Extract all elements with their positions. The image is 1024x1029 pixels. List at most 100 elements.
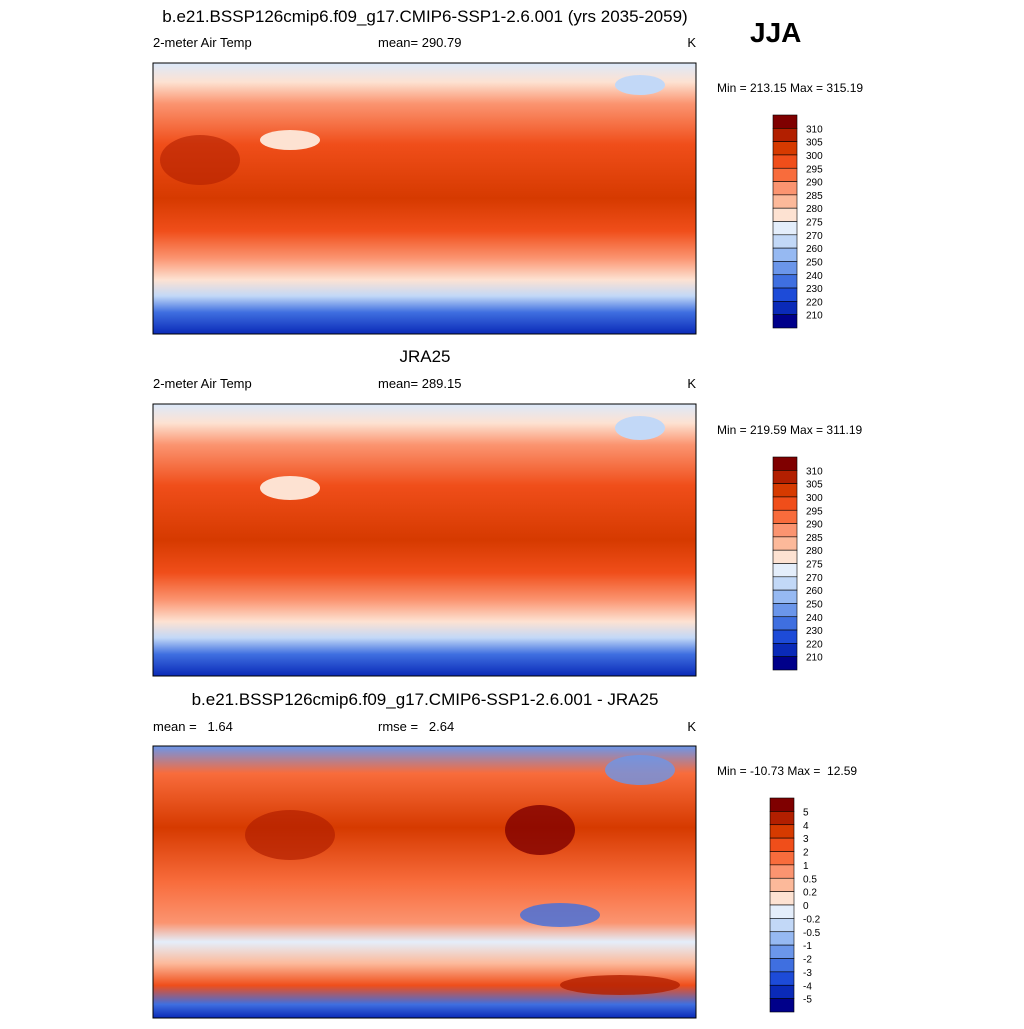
colorbar-box [769, 797, 795, 812]
min-max: Min = -10.73 Max = 12.59 [717, 764, 857, 778]
colorbar-box [772, 456, 798, 471]
colorbar-label: 0 [803, 901, 809, 912]
colorbar-box [772, 154, 798, 169]
colorbar-box [772, 576, 798, 591]
colorbar-box [772, 114, 798, 129]
colorbar-label: 260 [806, 586, 823, 597]
panel-title: b.e21.BSSP126cmip6.f09_g17.CMIP6-SSP1-2.… [162, 7, 687, 26]
colorbar-box [772, 261, 798, 276]
colorbar-box [769, 904, 795, 919]
colorbar-box [772, 603, 798, 618]
colorbar-label: 240 [806, 271, 823, 282]
colorbar-label: 220 [806, 297, 823, 308]
center-string: mean= 290.79 [378, 35, 461, 50]
colorbar-box [772, 181, 798, 196]
panel-title: b.e21.BSSP126cmip6.f09_g17.CMIP6-SSP1-2.… [192, 690, 659, 709]
left-string: 2-meter Air Temp [153, 35, 252, 50]
colorbar-box [772, 470, 798, 484]
colorbar-label: 275 [806, 218, 823, 229]
colorbar-label: 0.5 [803, 874, 817, 885]
colorbar-box [772, 274, 798, 289]
colorbar-box [772, 167, 798, 182]
colorbar-box [769, 931, 795, 946]
colorbar-box [769, 824, 795, 839]
colorbar-label: 4 [803, 821, 809, 832]
colorbar-label: 305 [806, 480, 823, 491]
colorbar-box [772, 207, 798, 222]
units: K [687, 376, 696, 391]
colorbar-box [769, 971, 795, 986]
colorbar-label: 240 [806, 613, 823, 624]
colorbar-label: 260 [806, 244, 823, 255]
colorbar-box [769, 851, 795, 866]
colorbar-box [772, 629, 798, 644]
map-3 [152, 745, 697, 1019]
colorbar-box [769, 998, 795, 1013]
colorbar-label: 270 [806, 573, 823, 584]
map-1 [152, 62, 697, 335]
colorbar-box [772, 616, 798, 631]
min-max: Min = 213.15 Max = 315.19 [717, 81, 863, 95]
colorbar-box [772, 128, 798, 142]
colorbar-box [772, 287, 798, 302]
colorbar-label: 230 [806, 626, 823, 637]
colorbar-box [772, 523, 798, 538]
colorbar-label: 210 [806, 653, 823, 664]
colorbar-label: -1 [803, 941, 812, 952]
min-max: Min = 219.59 Max = 311.19 [717, 423, 863, 437]
colorbar-label: 250 [806, 599, 823, 610]
map-2 [152, 403, 697, 677]
colorbar-box [769, 918, 795, 933]
colorbar-box [772, 221, 798, 236]
season-label: JJA [750, 17, 801, 48]
colorbar-box [769, 864, 795, 879]
units: K [687, 35, 696, 50]
colorbar-label: 305 [806, 138, 823, 149]
colorbar-label: -2 [803, 955, 812, 966]
colorbar-box [772, 643, 798, 657]
colorbar-label: 1 [803, 861, 809, 872]
colorbar-label: 295 [806, 164, 823, 175]
colorbar-label: -5 [803, 995, 812, 1006]
colorbar-box [769, 944, 795, 959]
colorbar-label: 285 [806, 191, 823, 202]
colorbar-label: 230 [806, 284, 823, 295]
colorbar-box [769, 958, 795, 973]
colorbar-box [772, 234, 798, 249]
colorbar-label: 220 [806, 639, 823, 650]
panel-title: JRA25 [399, 347, 450, 366]
colorbar-label: 280 [806, 204, 823, 215]
colorbar-box [772, 509, 798, 524]
colorbar-box [769, 891, 795, 906]
colorbar-label: 0.2 [803, 888, 817, 899]
colorbar-label: 250 [806, 257, 823, 268]
colorbar-label: 270 [806, 231, 823, 242]
colorbar-label: 290 [806, 178, 823, 189]
colorbar-label: 285 [806, 533, 823, 544]
colorbar-label: 300 [806, 493, 823, 504]
left-string: mean = 1.64 [153, 719, 233, 734]
colorbar-box [772, 301, 798, 315]
colorbar-label: -4 [803, 981, 812, 992]
colorbar-label: 2 [803, 848, 809, 859]
colorbar-label: 210 [806, 311, 823, 322]
colorbar-box [772, 314, 798, 329]
left-string: 2-meter Air Temp [153, 376, 252, 391]
colorbar-box [769, 984, 795, 999]
colorbar-box [772, 536, 798, 551]
colorbar-box [772, 563, 798, 578]
colorbar-box [772, 141, 798, 156]
colorbar-label: 3 [803, 834, 809, 845]
colorbar-box [772, 194, 798, 209]
colorbar-label: 310 [806, 124, 823, 135]
colorbar-label: -3 [803, 968, 812, 979]
colorbar-label: 300 [806, 151, 823, 162]
colorbar-box [769, 877, 795, 892]
colorbar-box [772, 483, 798, 498]
colorbar-label: 310 [806, 466, 823, 477]
colorbar-box [772, 496, 798, 511]
units: K [687, 719, 696, 734]
colorbar-box [769, 811, 795, 826]
colorbar-box [772, 656, 798, 671]
